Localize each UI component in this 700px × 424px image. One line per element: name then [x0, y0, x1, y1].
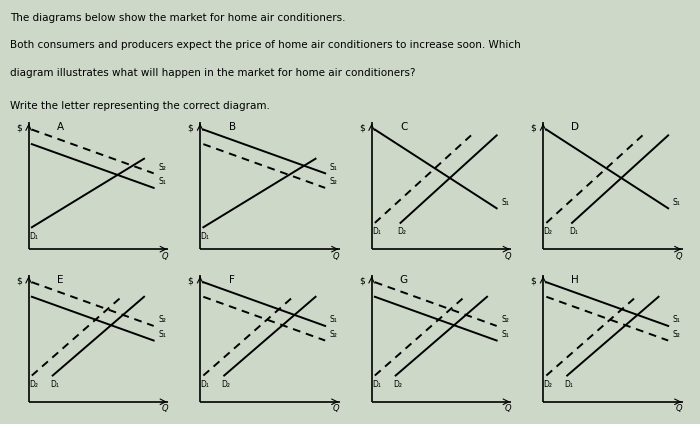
Text: S₁: S₁ — [158, 330, 166, 339]
Text: $: $ — [16, 276, 22, 285]
Text: $: $ — [188, 276, 193, 285]
Text: Write the letter representing the correct diagram.: Write the letter representing the correc… — [10, 101, 270, 111]
Text: D₁: D₁ — [200, 380, 209, 389]
Text: $: $ — [531, 276, 536, 285]
Text: S₁: S₁ — [330, 315, 337, 324]
Text: The diagrams below show the market for home air conditioners.: The diagrams below show the market for h… — [10, 13, 346, 23]
Text: D₂: D₂ — [29, 380, 38, 389]
Text: S₂: S₂ — [501, 315, 510, 324]
Text: D₁: D₁ — [564, 380, 573, 389]
Text: D₁: D₁ — [569, 227, 578, 236]
Text: E: E — [57, 275, 64, 285]
Text: B: B — [229, 122, 236, 132]
Text: D₁: D₁ — [29, 232, 38, 241]
Text: D₁: D₁ — [200, 232, 209, 241]
Text: S₂: S₂ — [330, 330, 338, 339]
Text: D₂: D₂ — [398, 227, 407, 236]
Text: S₁: S₁ — [330, 163, 337, 172]
Text: C: C — [400, 122, 407, 132]
Text: S₁: S₁ — [673, 315, 680, 324]
Text: S₂: S₂ — [158, 315, 167, 324]
Text: D₂: D₂ — [393, 380, 402, 389]
Text: D₁: D₁ — [372, 380, 381, 389]
Text: F: F — [230, 275, 235, 285]
Text: D: D — [571, 122, 579, 132]
Text: $: $ — [16, 124, 22, 133]
Text: D₂: D₂ — [543, 380, 552, 389]
Text: Q: Q — [333, 252, 340, 261]
Text: Q: Q — [333, 404, 340, 413]
Text: Q: Q — [505, 252, 511, 261]
Text: S₁: S₁ — [158, 177, 166, 187]
Text: Q: Q — [505, 404, 511, 413]
Text: S₂: S₂ — [330, 177, 338, 187]
Text: D₂: D₂ — [543, 227, 552, 236]
Text: S₂: S₂ — [673, 330, 681, 339]
Text: G: G — [400, 275, 408, 285]
Text: S₁: S₁ — [673, 198, 680, 207]
Text: D₂: D₂ — [221, 380, 230, 389]
Text: $: $ — [359, 124, 365, 133]
Text: $: $ — [359, 276, 365, 285]
Text: $: $ — [531, 124, 536, 133]
Text: Q: Q — [676, 252, 682, 261]
Text: H: H — [571, 275, 579, 285]
Text: A: A — [57, 122, 64, 132]
Text: S₁: S₁ — [501, 198, 509, 207]
Text: $: $ — [188, 124, 193, 133]
Text: S₂: S₂ — [158, 163, 167, 172]
Text: Q: Q — [676, 404, 682, 413]
Text: D₁: D₁ — [372, 227, 381, 236]
Text: D₁: D₁ — [50, 380, 59, 389]
Text: Q: Q — [162, 252, 168, 261]
Text: S₁: S₁ — [501, 330, 509, 339]
Text: diagram illustrates what will happen in the market for home air conditioners?: diagram illustrates what will happen in … — [10, 68, 416, 78]
Text: Both consumers and producers expect the price of home air conditioners to increa: Both consumers and producers expect the … — [10, 40, 522, 50]
Text: Q: Q — [162, 404, 168, 413]
